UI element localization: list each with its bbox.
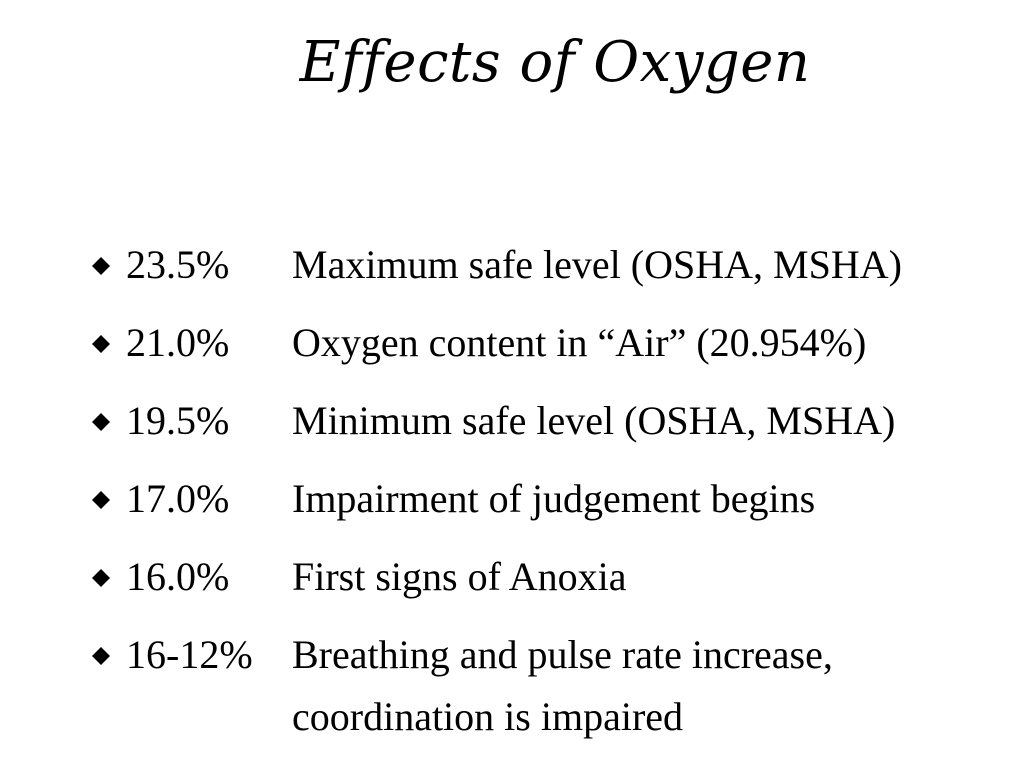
level-description: Impairment of judgement begins (292, 476, 816, 521)
oxygen-level: 16.0% (126, 554, 230, 599)
bullet-list: 23.5% Maximum safe level (OSHA, MSHA) 21… (92, 238, 1012, 748)
diamond-bullet-icon (92, 335, 110, 353)
oxygen-level: 16-12% (126, 632, 253, 677)
level-description: Minimum safe level (OSHA, MSHA) (292, 398, 896, 443)
diamond-bullet-icon (92, 413, 110, 431)
oxygen-level: 17.0% (126, 476, 230, 521)
list-item: 23.5% Maximum safe level (OSHA, MSHA) (92, 238, 1012, 316)
list-item: 17.0% Impairment of judgement begins (92, 472, 1012, 550)
level-description-continued: coordination is impaired (292, 694, 684, 739)
oxygen-level: 21.0% (126, 320, 230, 365)
list-item: 19.5% Minimum safe level (OSHA, MSHA) (92, 394, 1012, 472)
level-description: First signs of Anoxia (292, 554, 627, 599)
list-item: 16-12% Breathing and pulse rate increase… (92, 628, 1012, 748)
diamond-bullet-icon (92, 257, 110, 275)
diamond-bullet-icon (92, 491, 110, 509)
oxygen-level: 23.5% (126, 242, 230, 287)
slide-title: Effects of Oxygen (299, 30, 811, 95)
level-description: Breathing and pulse rate increase, (292, 632, 833, 677)
level-description: Maximum safe level (OSHA, MSHA) (292, 242, 902, 287)
list-item: 16.0% First signs of Anoxia (92, 550, 1012, 628)
level-description: Oxygen content in “Air” (20.954%) (292, 320, 867, 365)
list-item: 21.0% Oxygen content in “Air” (20.954%) (92, 316, 1012, 394)
diamond-bullet-icon (92, 647, 110, 665)
diamond-bullet-icon (92, 569, 110, 587)
oxygen-level: 19.5% (126, 398, 230, 443)
